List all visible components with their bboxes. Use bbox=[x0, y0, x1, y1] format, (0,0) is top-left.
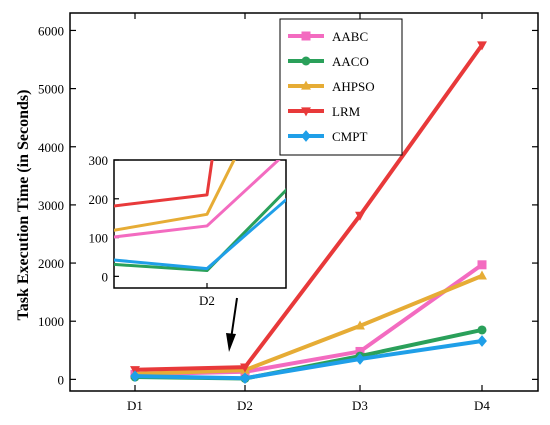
y-tick-label: 1000 bbox=[38, 314, 64, 329]
legend-marker bbox=[301, 130, 311, 142]
data-point bbox=[355, 346, 365, 356]
data-point bbox=[477, 41, 487, 51]
inset-y-tick-label: 300 bbox=[89, 153, 109, 168]
data-point bbox=[477, 270, 487, 280]
legend-label: AABC bbox=[332, 29, 368, 44]
data-point bbox=[477, 260, 487, 270]
y-tick-label: 2000 bbox=[38, 256, 64, 271]
data-point bbox=[477, 335, 487, 347]
x-tick-label: D4 bbox=[474, 398, 490, 413]
inset-y-axis: 0 100 200 300 bbox=[89, 153, 208, 288]
legend-item-ahpso: AHPSO bbox=[288, 79, 375, 94]
legend-item-cmpt: CMPT bbox=[288, 129, 367, 144]
inset-x-tick-label: D2 bbox=[199, 293, 215, 308]
y-tick-label: 0 bbox=[58, 372, 65, 387]
y-tick-label: 5000 bbox=[38, 82, 64, 97]
inset-arrow bbox=[226, 297, 238, 352]
inset-series-line-aabc bbox=[114, 160, 281, 239]
legend: AABC AACO AHPSO LRM CMPT bbox=[279, 18, 403, 156]
inset-chart: 0 100 200 300 D2 bbox=[89, 153, 287, 308]
x-tick-label: D2 bbox=[237, 398, 253, 413]
x-tick-label: D1 bbox=[127, 398, 143, 413]
data-point bbox=[477, 325, 487, 335]
x-tick-label: D3 bbox=[352, 398, 368, 413]
legend-marker bbox=[301, 31, 311, 41]
data-point bbox=[130, 370, 140, 383]
inset-series-line-ahpso bbox=[114, 160, 236, 232]
series-line bbox=[134, 43, 484, 372]
legend-marker bbox=[301, 56, 311, 66]
y-tick-label: 3000 bbox=[38, 198, 64, 213]
legend-item-aabc: AABC bbox=[288, 29, 368, 44]
inset-series-line-lrm bbox=[114, 160, 214, 208]
legend-label: LRM bbox=[332, 104, 361, 119]
inset-y-tick-label: 0 bbox=[102, 269, 109, 284]
legend-label: AHPSO bbox=[332, 79, 375, 94]
y-tick-label: 6000 bbox=[38, 23, 64, 38]
legend-item-lrm: LRM bbox=[288, 104, 361, 119]
series-line bbox=[134, 274, 483, 376]
series-layer bbox=[130, 41, 487, 385]
data-point bbox=[355, 211, 365, 221]
legend-label: CMPT bbox=[332, 129, 367, 144]
legend-label: AACO bbox=[332, 54, 369, 69]
data-point bbox=[355, 320, 365, 330]
inset-y-tick-label: 100 bbox=[89, 231, 109, 246]
x-axis: D1 D2 D3 D4 bbox=[127, 13, 490, 413]
plot-frame bbox=[69, 12, 539, 392]
y-axis-title: Task Execution Time (in Seconds) bbox=[15, 90, 32, 321]
series-line bbox=[134, 339, 483, 381]
legend-marker bbox=[301, 107, 311, 117]
series-cmpt bbox=[130, 335, 487, 385]
data-point bbox=[240, 363, 250, 373]
legend-item-aaco: AACO bbox=[288, 54, 369, 69]
inset-y-tick-label: 200 bbox=[89, 192, 109, 207]
y-tick-label: 4000 bbox=[38, 140, 64, 155]
inset-series-line-cmpt bbox=[114, 197, 286, 271]
data-point bbox=[240, 372, 250, 385]
inset-series-line-aaco bbox=[114, 188, 286, 273]
inset-series-layer bbox=[114, 160, 286, 273]
data-point bbox=[355, 353, 365, 365]
legend-marker bbox=[301, 80, 311, 90]
